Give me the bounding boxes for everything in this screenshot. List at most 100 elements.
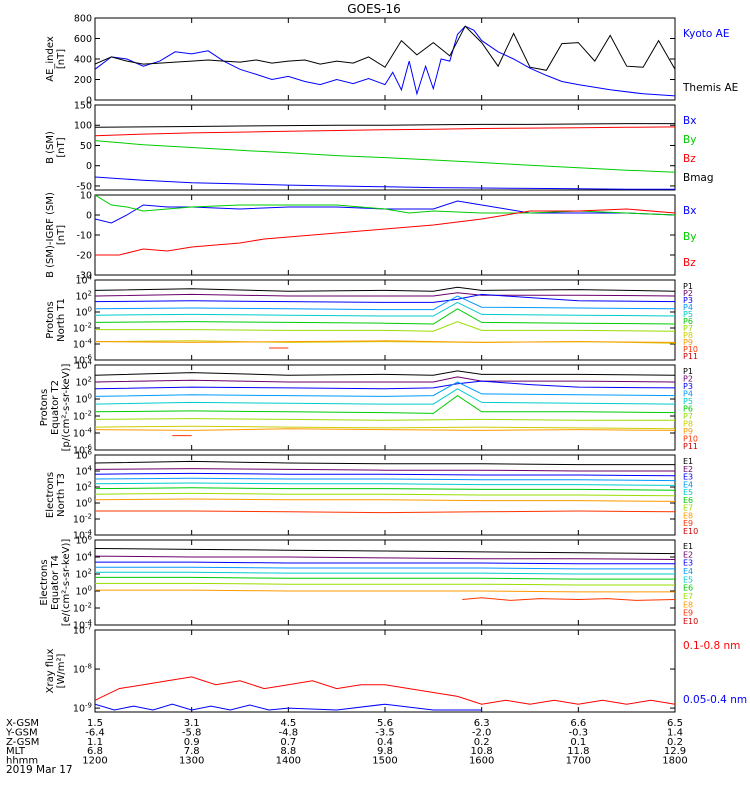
legend-item-e6: E6: [683, 584, 693, 593]
ephemeris-row-label: hhmm: [6, 756, 38, 767]
ephemeris-value: 6.5: [667, 718, 683, 729]
ephemeris-value: 8.8: [280, 746, 296, 757]
legend-item-0-05-0-4-nm: 0.05-0.4 nm: [683, 694, 747, 706]
y-tick-label: 0: [86, 96, 92, 107]
y-axis-label: [e/(cm²-s-sr-keV)]: [61, 539, 72, 627]
ephemeris-value: 0.2: [474, 737, 490, 748]
legend-item-e10: E10: [683, 617, 698, 626]
series-line-e7: [95, 492, 675, 497]
panel-frame: [94, 279, 676, 361]
ephemeris-value: 10.8: [471, 746, 493, 757]
series-line-p1: [95, 286, 675, 292]
panel-frame: [94, 364, 676, 451]
legend-item-bz: Bz: [683, 153, 696, 165]
series-line-e4: [95, 566, 675, 570]
legend-item-p9: P9: [683, 338, 693, 347]
legend-item-e9: E9: [683, 519, 693, 528]
ephemeris-value: 0.4: [377, 737, 393, 748]
series-group: [95, 460, 675, 514]
legend-item-p3: P3: [683, 296, 693, 305]
y-tick-label: 0: [86, 211, 92, 222]
ephemeris-value: 6.8: [87, 746, 103, 757]
ephemeris-value: 1200: [82, 756, 107, 767]
series-line-p4: [95, 295, 675, 311]
panel-bsm: -50 0 50 100 150 B (SM) [nT] Bx By Bz Bmag: [45, 101, 714, 193]
panel-bigrf: -30 -20 -10 0 10 B (SM)-IGRF (SM) [nT] Bx By Bz: [45, 191, 696, 282]
y-axis-label: B (SM)-IGRF (SM): [45, 192, 56, 278]
legend-item-by: By: [683, 134, 696, 146]
legend-item-bx: Bx: [683, 115, 696, 127]
y-tick-label: 102: [75, 376, 92, 389]
y-tick-label: 10-9: [73, 702, 92, 715]
panel-xray: 10-9 10-8 10-7 Xray flux [W/m²] 0.1-0.8 nm 0.0…: [45, 624, 747, 715]
y-tick-label: 104: [75, 465, 92, 478]
panel-frame: [94, 629, 676, 713]
y-axis-label: Equator T2: [50, 380, 61, 435]
series-line-p2: [95, 376, 675, 383]
ephemeris-row-label: Y-GSM: [5, 727, 38, 738]
ephemeris-value: 1800: [662, 756, 687, 767]
y-axis-label: [W/m²]: [56, 653, 67, 688]
series-group: [95, 370, 675, 437]
series-line-bz: [95, 126, 675, 137]
y-tick-label: 10: [80, 191, 92, 202]
ephemeris-value: -5.8: [182, 727, 202, 738]
legend-item-bmag: Bmag: [683, 172, 714, 184]
ephemeris-value: 0.1: [570, 737, 586, 748]
series-line-bx: [95, 200, 675, 224]
ephemeris-value: 1.1: [87, 737, 103, 748]
ephemeris-value: 0.2: [667, 737, 683, 748]
y-tick-label: 400: [74, 55, 92, 66]
ephemeris-row-label: X-GSM: [6, 718, 39, 729]
legend-item-p7: P7: [683, 324, 693, 333]
legend-item-p3: P3: [683, 382, 693, 391]
y-axis-label: Protons: [39, 389, 50, 426]
series-line-bz: [95, 208, 675, 256]
legend-item-0-1-0-8-nm: 0.1-0.8 nm: [683, 640, 740, 652]
ephemeris-value: 1300: [179, 756, 204, 767]
series-line-e3: [95, 472, 675, 477]
y-axis-label: AE_index: [45, 36, 56, 82]
series-line-e6: [95, 576, 675, 580]
series-line-p6: [95, 394, 675, 414]
panel-ae: 0 200 400 600 800 AE_index [nT] Kyoto AE Themis …: [45, 14, 738, 107]
legend-item-e2: E2: [683, 550, 693, 559]
ephemeris-value: 5.6: [377, 718, 393, 729]
series-group: [95, 25, 675, 97]
y-tick-label: 10-8: [73, 663, 92, 676]
legend-item-p5: P5: [683, 310, 693, 319]
ephemeris-value: 6.6: [570, 718, 586, 729]
y-tick-label: -50: [76, 181, 92, 192]
series-line-by: [95, 140, 675, 173]
legend-item-e1: E1: [683, 457, 693, 466]
series-line-bx: [95, 176, 675, 190]
legend-item-p9: P9: [683, 427, 693, 436]
y-axis-label: [nT]: [56, 49, 67, 69]
legend-item-p5: P5: [683, 397, 693, 406]
series-line-p6: [95, 308, 675, 325]
legend-item-e7: E7: [683, 504, 693, 513]
ephemeris-value: -4.8: [279, 727, 299, 738]
series-line-kyoto-ae: [95, 25, 675, 97]
y-tick-label: 102: [75, 290, 92, 303]
ephemeris-value: 0.7: [280, 737, 296, 748]
y-tick-label: 150: [74, 101, 92, 112]
ephemeris-value: 11.8: [567, 746, 589, 757]
y-tick-label: 100: [75, 585, 92, 598]
series-group: [95, 195, 675, 256]
y-axis-label: B (SM): [45, 131, 56, 164]
y-tick-label: 102: [75, 481, 92, 494]
y-tick-label: 106: [75, 449, 92, 462]
legend-item-p4: P4: [683, 303, 693, 312]
y-tick-label: 104: [75, 359, 92, 372]
legend-item-e8: E8: [683, 600, 693, 609]
panel-frame: [94, 17, 676, 101]
series-line-0-05-0-4-nm: [95, 703, 482, 711]
series-line-bmag: [95, 123, 675, 128]
date-label: 2019 Mar 17: [6, 764, 73, 776]
ephemeris-value: 1500: [372, 756, 397, 767]
series-line-themis-ae: [95, 25, 675, 71]
